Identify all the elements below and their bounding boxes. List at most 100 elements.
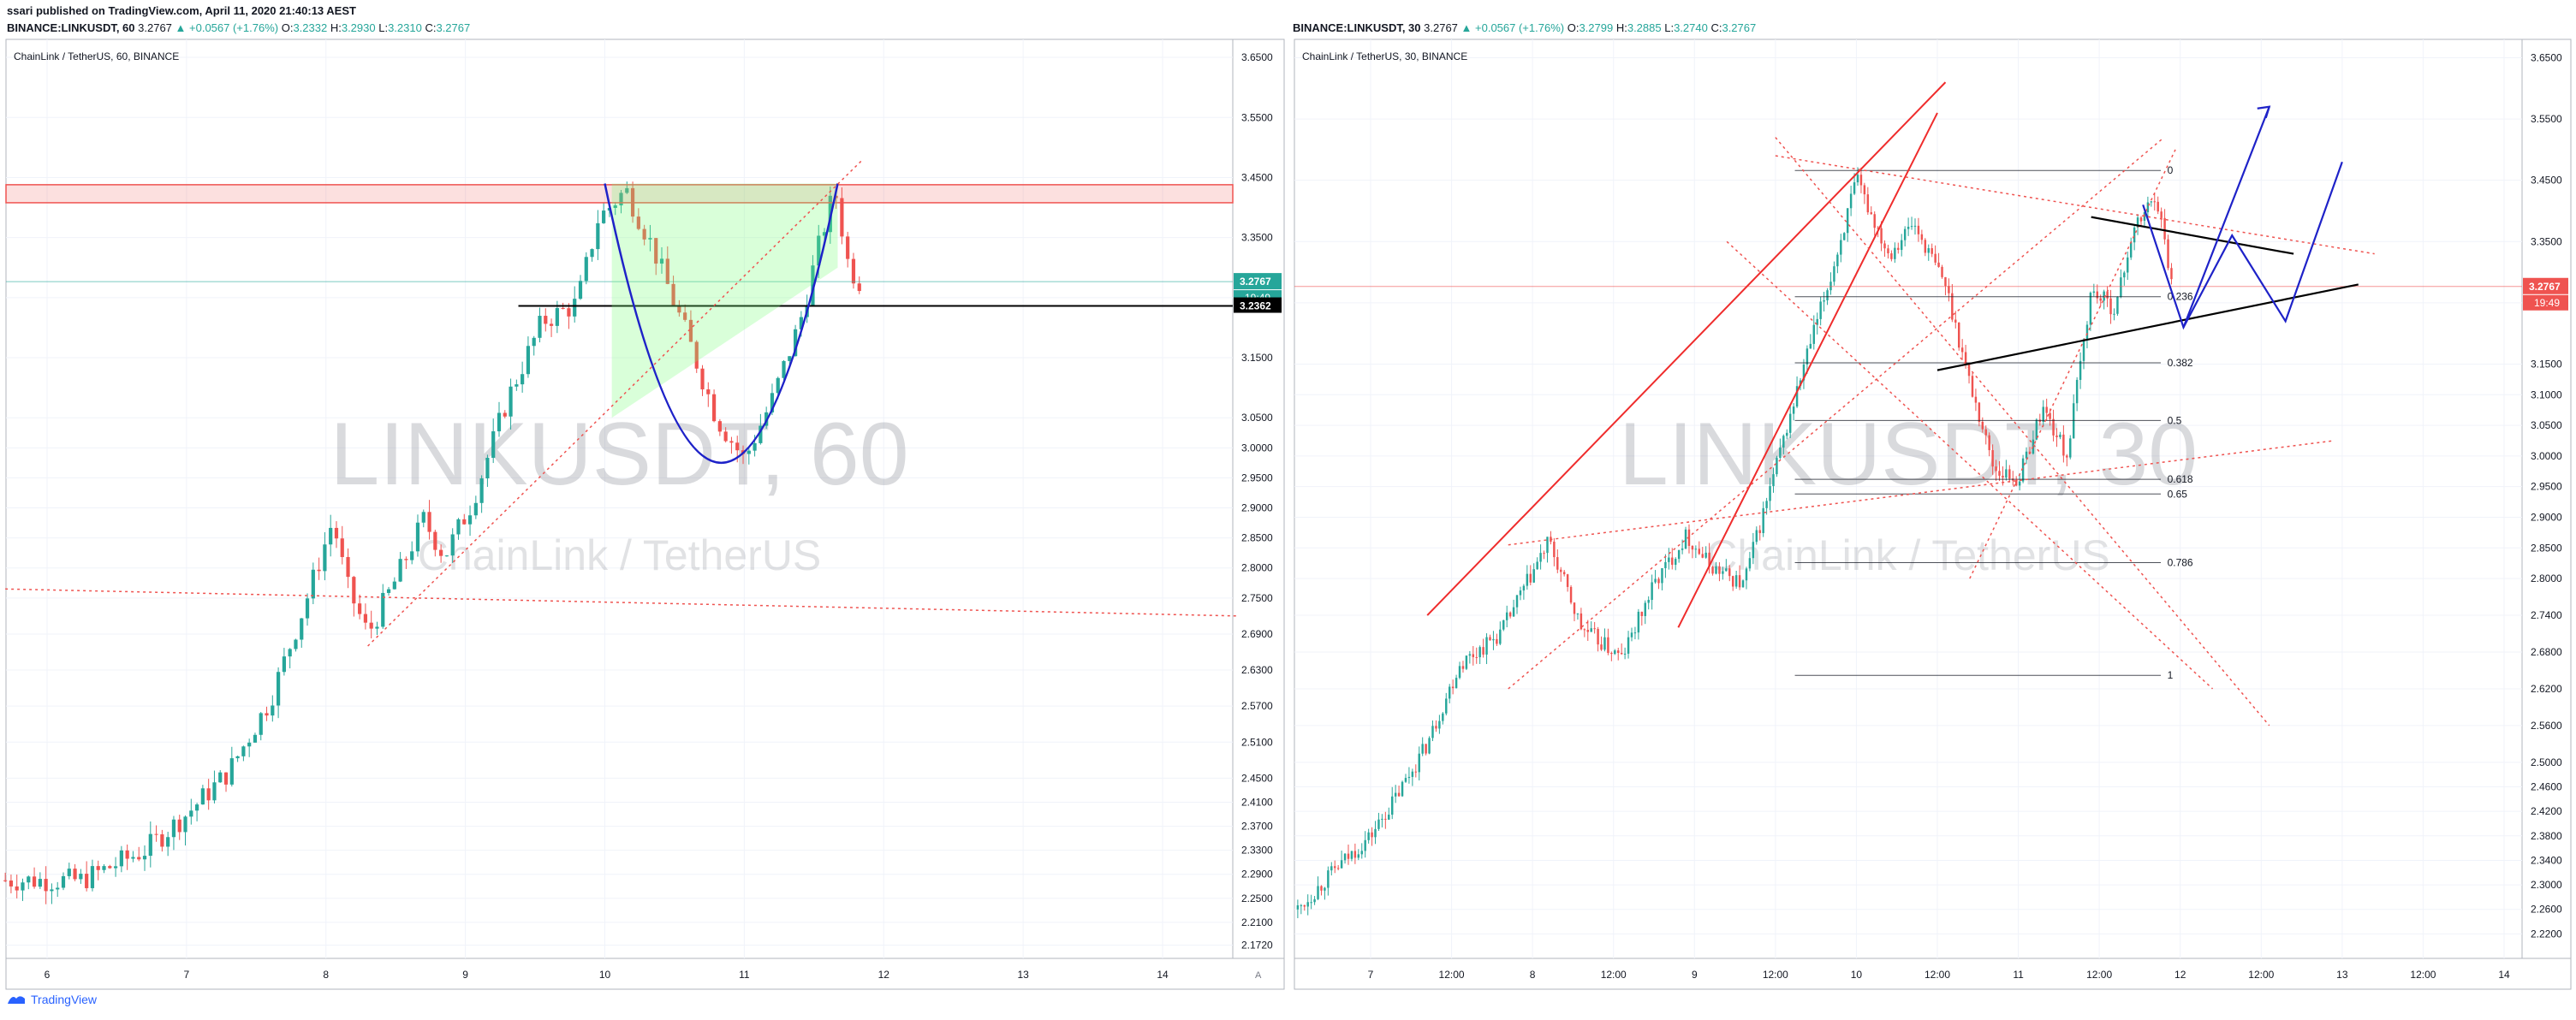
left-h-value: 3.2930 xyxy=(341,21,376,34)
candle-body xyxy=(177,819,181,833)
x-tick-label: 11 xyxy=(2013,969,2024,981)
candle-body xyxy=(90,866,95,888)
candle-body xyxy=(1951,293,1954,320)
candle-body xyxy=(1894,247,1896,259)
candle-body xyxy=(363,614,368,623)
candle-body xyxy=(1934,253,1936,263)
candle-body xyxy=(38,879,42,887)
candle-body xyxy=(2127,257,2129,273)
tradingview-logo-icon xyxy=(8,996,25,1004)
candle-body xyxy=(467,515,473,525)
x-tick-label: 12:00 xyxy=(2248,969,2274,981)
candle-body xyxy=(613,205,617,209)
candle-body xyxy=(137,857,141,860)
y-tick-label: 3.6500 xyxy=(2531,51,2562,63)
footer-brand[interactable]: TradingView xyxy=(31,993,98,1006)
candle-body xyxy=(1974,396,1978,403)
triangle-resistance-line xyxy=(2091,216,2294,255)
candle-body xyxy=(2123,272,2126,278)
candle-body xyxy=(770,393,775,412)
candle-body xyxy=(578,281,583,299)
last-price-label-box xyxy=(1234,273,1282,290)
candle-body xyxy=(166,837,170,847)
candle-body xyxy=(1560,569,1562,572)
left-o-value: 3.2332 xyxy=(293,21,328,34)
candle-body xyxy=(329,527,333,545)
candle-body xyxy=(253,734,258,743)
candle-body xyxy=(2116,297,2119,314)
candle-body xyxy=(1786,432,1788,436)
candle-body xyxy=(392,581,396,590)
candle-body xyxy=(1829,282,1832,291)
y-tick-label: 2.2600 xyxy=(2531,904,2562,916)
candle-body xyxy=(1343,853,1347,861)
candle-body xyxy=(2082,339,2085,361)
x-tick-label: 7 xyxy=(184,969,190,981)
candle-body xyxy=(1903,228,1907,240)
candle-body xyxy=(1421,744,1424,754)
candle-body xyxy=(444,555,449,557)
candle-body xyxy=(1957,322,1960,348)
cup-curve xyxy=(604,183,839,465)
candle-body xyxy=(1590,628,1592,632)
candle-body xyxy=(723,431,728,442)
candle-body xyxy=(694,341,699,369)
auto-scale-toggle[interactable]: A xyxy=(1255,970,1262,981)
right-l-label: L: xyxy=(1664,21,1675,34)
candle-body xyxy=(1330,866,1333,871)
chart-title: ChainLink / TetherUS, 30, BINANCE xyxy=(1302,50,1467,62)
plot-frame xyxy=(1294,39,2523,959)
candle-body xyxy=(1687,529,1691,546)
candle-body xyxy=(2089,293,2092,325)
candle-body xyxy=(1809,343,1812,349)
candle-body xyxy=(846,236,850,259)
candle-body xyxy=(1637,611,1640,633)
candle-body xyxy=(1357,854,1360,858)
x-tick-label: 9 xyxy=(462,969,468,981)
candle-body xyxy=(544,316,548,324)
support-label-box xyxy=(1234,297,1282,313)
candle-body xyxy=(2021,458,2025,482)
published-line: ssari published on TradingView.com, Apri… xyxy=(7,4,356,17)
dotted-trendline xyxy=(1726,240,2214,690)
candle-body xyxy=(1371,832,1373,838)
x-tick-label: 7 xyxy=(1368,969,1374,981)
candle-body xyxy=(1823,299,1825,302)
candle-body xyxy=(2069,438,2072,458)
candle-body xyxy=(1967,364,1971,377)
candle-body xyxy=(305,598,310,619)
candle-body xyxy=(206,788,211,801)
triangle-support-line xyxy=(1936,283,2359,371)
candle-body xyxy=(1856,175,1859,183)
candle-body xyxy=(1853,182,1856,194)
candle-body xyxy=(1779,448,1782,459)
candle-body xyxy=(154,833,158,835)
candle-body xyxy=(1442,713,1444,721)
right-h-value: 3.2885 xyxy=(1627,21,1662,34)
candle-body xyxy=(1907,227,1910,229)
candle-body xyxy=(1455,678,1458,689)
candle-body xyxy=(2167,239,2169,269)
x-tick-label: 13 xyxy=(1017,969,1029,981)
candle-body xyxy=(1722,571,1724,574)
left-price: 3.2767 xyxy=(138,21,172,34)
candle-body xyxy=(2014,480,2018,486)
candle-body xyxy=(271,705,275,716)
candle-body xyxy=(717,421,722,432)
dotted-trendline xyxy=(1969,149,2176,579)
candle-body xyxy=(834,195,838,199)
x-tick-label: 12:00 xyxy=(1763,969,1788,981)
candle-body xyxy=(1998,471,2001,476)
candle-body xyxy=(677,305,681,313)
candle-body xyxy=(1620,653,1623,655)
candle-body xyxy=(1569,586,1573,603)
candle-body xyxy=(1758,530,1761,533)
candle-body xyxy=(1734,575,1738,587)
candle-body xyxy=(1340,860,1343,869)
y-tick-label: 2.5000 xyxy=(2531,756,2562,768)
candle-body xyxy=(1859,175,1863,186)
candle-body xyxy=(1445,698,1448,714)
chart-title: ChainLink / TetherUS, 60, BINANCE xyxy=(14,50,179,62)
candle-body xyxy=(1647,600,1650,603)
chart-left: 3.65003.55003.45003.35003.25003.15003.05… xyxy=(3,39,1285,990)
